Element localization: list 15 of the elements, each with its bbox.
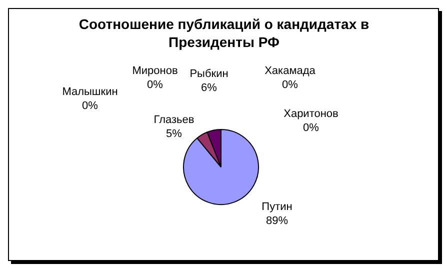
category-label: Хакамада [264, 65, 316, 78]
slice-label: Путин [262, 201, 292, 214]
data-label: 5% [166, 128, 182, 140]
slice-label: Рыбкин [190, 68, 228, 80]
data-label: 89% [266, 215, 288, 228]
text: 0% [82, 100, 98, 112]
text: 0% [147, 79, 163, 92]
category-label: Миронов [132, 65, 178, 78]
text: 0% [303, 122, 319, 134]
text: 0% [282, 79, 298, 92]
data-label: 6% [201, 82, 218, 94]
category-label: Малышкин [62, 86, 118, 98]
slice-label: Глазьев [154, 114, 194, 126]
chart-title: Соотношение публикаций о кандидатах в Президенты РФ [78, 15, 370, 51]
category-label: Харитонов [284, 108, 338, 120]
